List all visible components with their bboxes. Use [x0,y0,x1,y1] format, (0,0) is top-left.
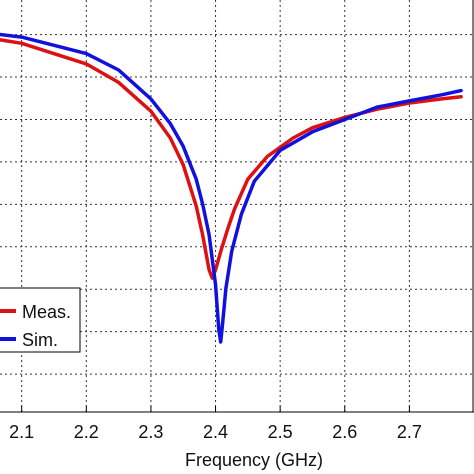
legend-label-sim: Sim. [22,330,58,350]
x-axis-label: Frequency (GHz) [185,450,323,470]
legend-box [0,287,81,353]
x-tick-label: 2.3 [138,422,163,442]
axes [0,0,474,413]
x-tick-label: 2.1 [9,422,34,442]
legend: Meas. Sim. [0,287,81,353]
x-tick-label: 2.5 [268,422,293,442]
x-tick-label: 2.2 [74,422,99,442]
series-layer [0,32,463,344]
x-tick-label: 2.7 [397,422,422,442]
x-ticks: 2.1 2.2 2.3 2.4 2.5 2.6 2.7 [9,406,422,442]
x-tick-label: 2.4 [203,422,228,442]
legend-label-meas: Meas. [22,302,71,322]
gridlines [0,0,474,412]
series-line-sim [0,32,463,344]
x-tick-label: 2.6 [332,422,357,442]
